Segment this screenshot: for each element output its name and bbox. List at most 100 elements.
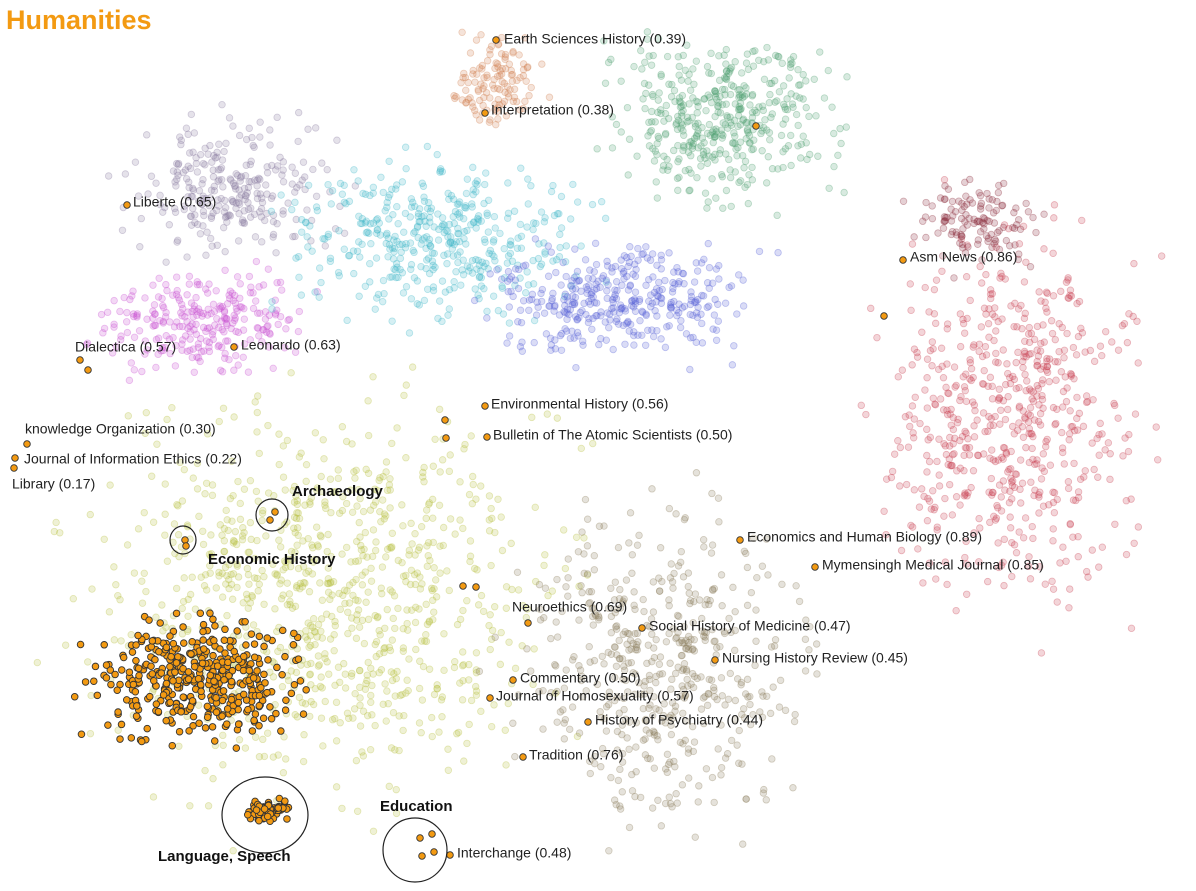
background-point	[349, 247, 358, 255]
background-point	[1008, 495, 1016, 503]
background-point	[470, 296, 479, 305]
background-point	[226, 494, 235, 503]
background-point	[440, 630, 448, 638]
background-point	[462, 98, 470, 107]
background-point	[687, 169, 695, 177]
background-point	[755, 56, 763, 64]
background-point	[156, 317, 164, 325]
background-point	[959, 319, 968, 328]
background-point	[232, 304, 241, 313]
background-point	[223, 611, 231, 620]
background-point	[784, 142, 793, 150]
background-point	[448, 245, 457, 253]
background-point	[349, 591, 357, 600]
highlight-point	[166, 698, 174, 707]
background-point	[269, 673, 278, 681]
background-point	[231, 527, 240, 536]
background-point	[435, 297, 444, 305]
background-point	[670, 146, 678, 155]
highlight-point	[201, 724, 210, 732]
background-point	[758, 102, 767, 110]
background-point	[386, 273, 394, 281]
highlight-point	[200, 645, 208, 653]
highlight-point	[880, 312, 888, 320]
background-point	[930, 285, 939, 294]
background-point	[545, 93, 554, 101]
background-point	[518, 338, 526, 346]
background-point	[519, 297, 528, 305]
background-point	[592, 312, 600, 320]
background-point	[332, 737, 341, 745]
background-point	[121, 170, 130, 178]
background-point	[444, 189, 452, 198]
background-point	[223, 218, 231, 226]
background-point	[418, 236, 427, 244]
background-point	[429, 538, 437, 547]
background-point	[393, 237, 401, 245]
background-point	[195, 512, 203, 521]
background-point	[741, 183, 749, 191]
background-point	[199, 207, 208, 216]
background-point	[479, 101, 487, 110]
background-point	[711, 87, 719, 95]
background-point	[364, 615, 373, 624]
background-point	[462, 86, 470, 95]
highlight-point	[133, 702, 141, 710]
background-point	[335, 227, 343, 235]
background-point	[949, 450, 957, 459]
background-point	[499, 310, 508, 318]
background-point	[665, 80, 673, 88]
background-point	[219, 223, 228, 232]
background-point	[415, 719, 424, 727]
background-point	[161, 531, 169, 539]
background-point	[215, 568, 223, 577]
background-point	[977, 199, 986, 208]
journal-label: Social History of Medicine (0.47)	[649, 618, 851, 634]
background-point	[509, 49, 517, 57]
background-point	[312, 523, 321, 531]
background-point	[503, 259, 512, 267]
background-point	[516, 106, 524, 114]
highlight-point	[278, 671, 286, 679]
background-point	[460, 215, 468, 223]
background-point	[648, 485, 656, 493]
highlight-point	[187, 650, 195, 658]
background-point	[741, 157, 750, 166]
background-point	[522, 289, 530, 297]
background-point	[333, 136, 341, 144]
background-point	[748, 108, 757, 117]
background-point	[577, 444, 585, 453]
background-point	[451, 94, 459, 103]
background-point	[472, 224, 480, 232]
highlight-point	[282, 696, 290, 704]
background-point	[616, 301, 625, 309]
background-point	[549, 289, 557, 298]
background-point	[678, 91, 687, 100]
background-point	[965, 214, 973, 223]
background-point	[264, 322, 272, 330]
background-point	[727, 118, 735, 127]
background-point	[275, 460, 283, 469]
background-point	[1010, 541, 1019, 549]
background-point	[252, 257, 261, 266]
background-point	[689, 645, 697, 653]
background-point	[436, 542, 444, 550]
background-point	[511, 664, 520, 673]
background-point	[1018, 479, 1027, 487]
highlight-point	[154, 707, 163, 716]
background-point	[488, 81, 497, 89]
background-point	[236, 280, 244, 288]
background-point	[248, 133, 256, 142]
background-point	[967, 365, 976, 373]
background-point	[694, 102, 702, 111]
journal-label: Bulletin of The Atomic Scientists (0.50)	[493, 427, 732, 443]
background-point	[445, 586, 453, 595]
background-point	[149, 322, 157, 330]
background-point	[915, 503, 924, 511]
background-point	[474, 256, 483, 265]
background-point	[504, 89, 512, 98]
background-point	[229, 122, 237, 130]
background-point	[386, 586, 394, 594]
highlight-point	[189, 712, 198, 721]
background-point	[373, 294, 381, 302]
